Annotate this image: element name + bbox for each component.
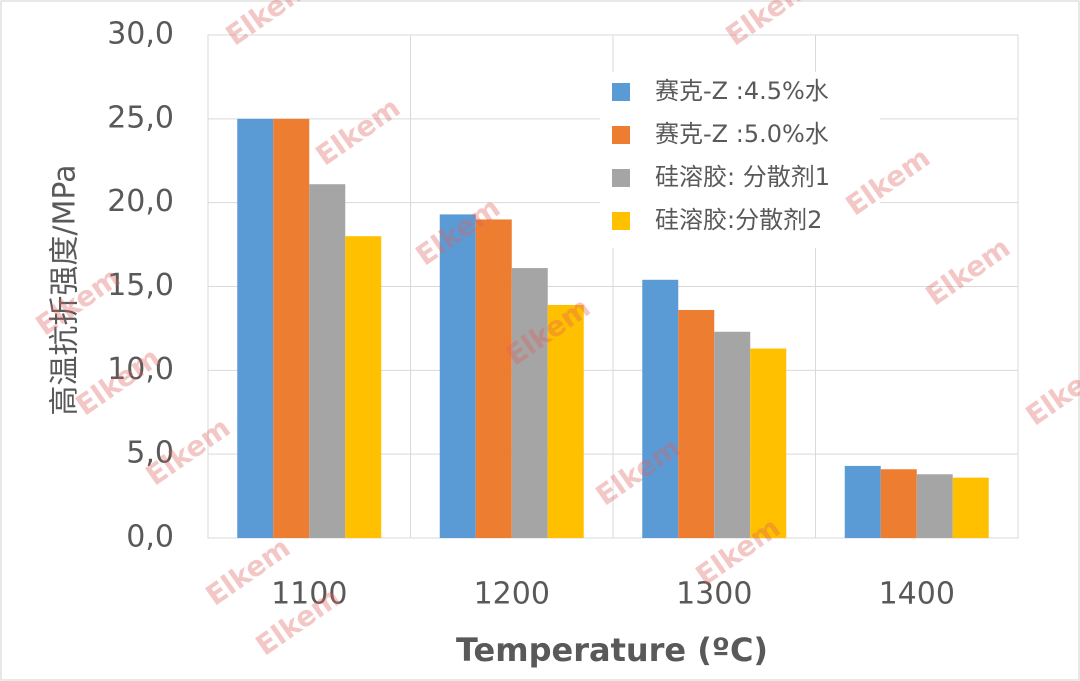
bar <box>237 118 274 538</box>
legend-label: 硅溶胶:分散剂2 <box>655 206 822 234</box>
bar <box>880 469 917 538</box>
y-tick-label: 0,0 <box>126 520 174 555</box>
x-tick-label: 1400 <box>879 577 955 612</box>
legend-swatch <box>612 126 630 144</box>
bar <box>547 304 584 538</box>
legend-swatch <box>612 83 630 101</box>
y-tick-label: 10,0 <box>107 352 174 387</box>
legend-swatch <box>612 212 630 230</box>
x-tick-label: 1100 <box>271 577 347 612</box>
y-tick-label: 5,0 <box>126 436 174 471</box>
bar <box>844 465 881 538</box>
y-tick-label: 30,0 <box>107 17 174 52</box>
bar <box>439 214 476 539</box>
bar <box>642 279 679 538</box>
y-tick-label: 25,0 <box>107 100 174 135</box>
bar <box>750 348 787 538</box>
x-tick-label: 1200 <box>474 577 550 612</box>
y-axis-label: 高温抗折强度/MPa <box>48 164 83 415</box>
legend-swatch <box>612 169 630 187</box>
bar <box>345 236 382 538</box>
legend-label: 硅溶胶: 分散剂1 <box>655 163 830 191</box>
bar <box>475 219 512 538</box>
bar <box>511 268 548 538</box>
bar <box>916 474 953 538</box>
x-axis-label: Temperature (ºC) <box>456 631 768 669</box>
bar <box>714 331 751 538</box>
legend-label: 赛克-Z :5.0%水 <box>655 120 829 148</box>
legend-box <box>600 72 880 248</box>
x-tick-label: 1300 <box>676 577 752 612</box>
bar <box>273 118 310 538</box>
bar <box>678 309 715 538</box>
y-tick-label: 15,0 <box>107 268 174 303</box>
bar <box>952 477 989 538</box>
bar <box>309 184 346 538</box>
legend-label: 赛克-Z :4.5%水 <box>655 77 829 105</box>
y-tick-label: 20,0 <box>107 184 174 219</box>
